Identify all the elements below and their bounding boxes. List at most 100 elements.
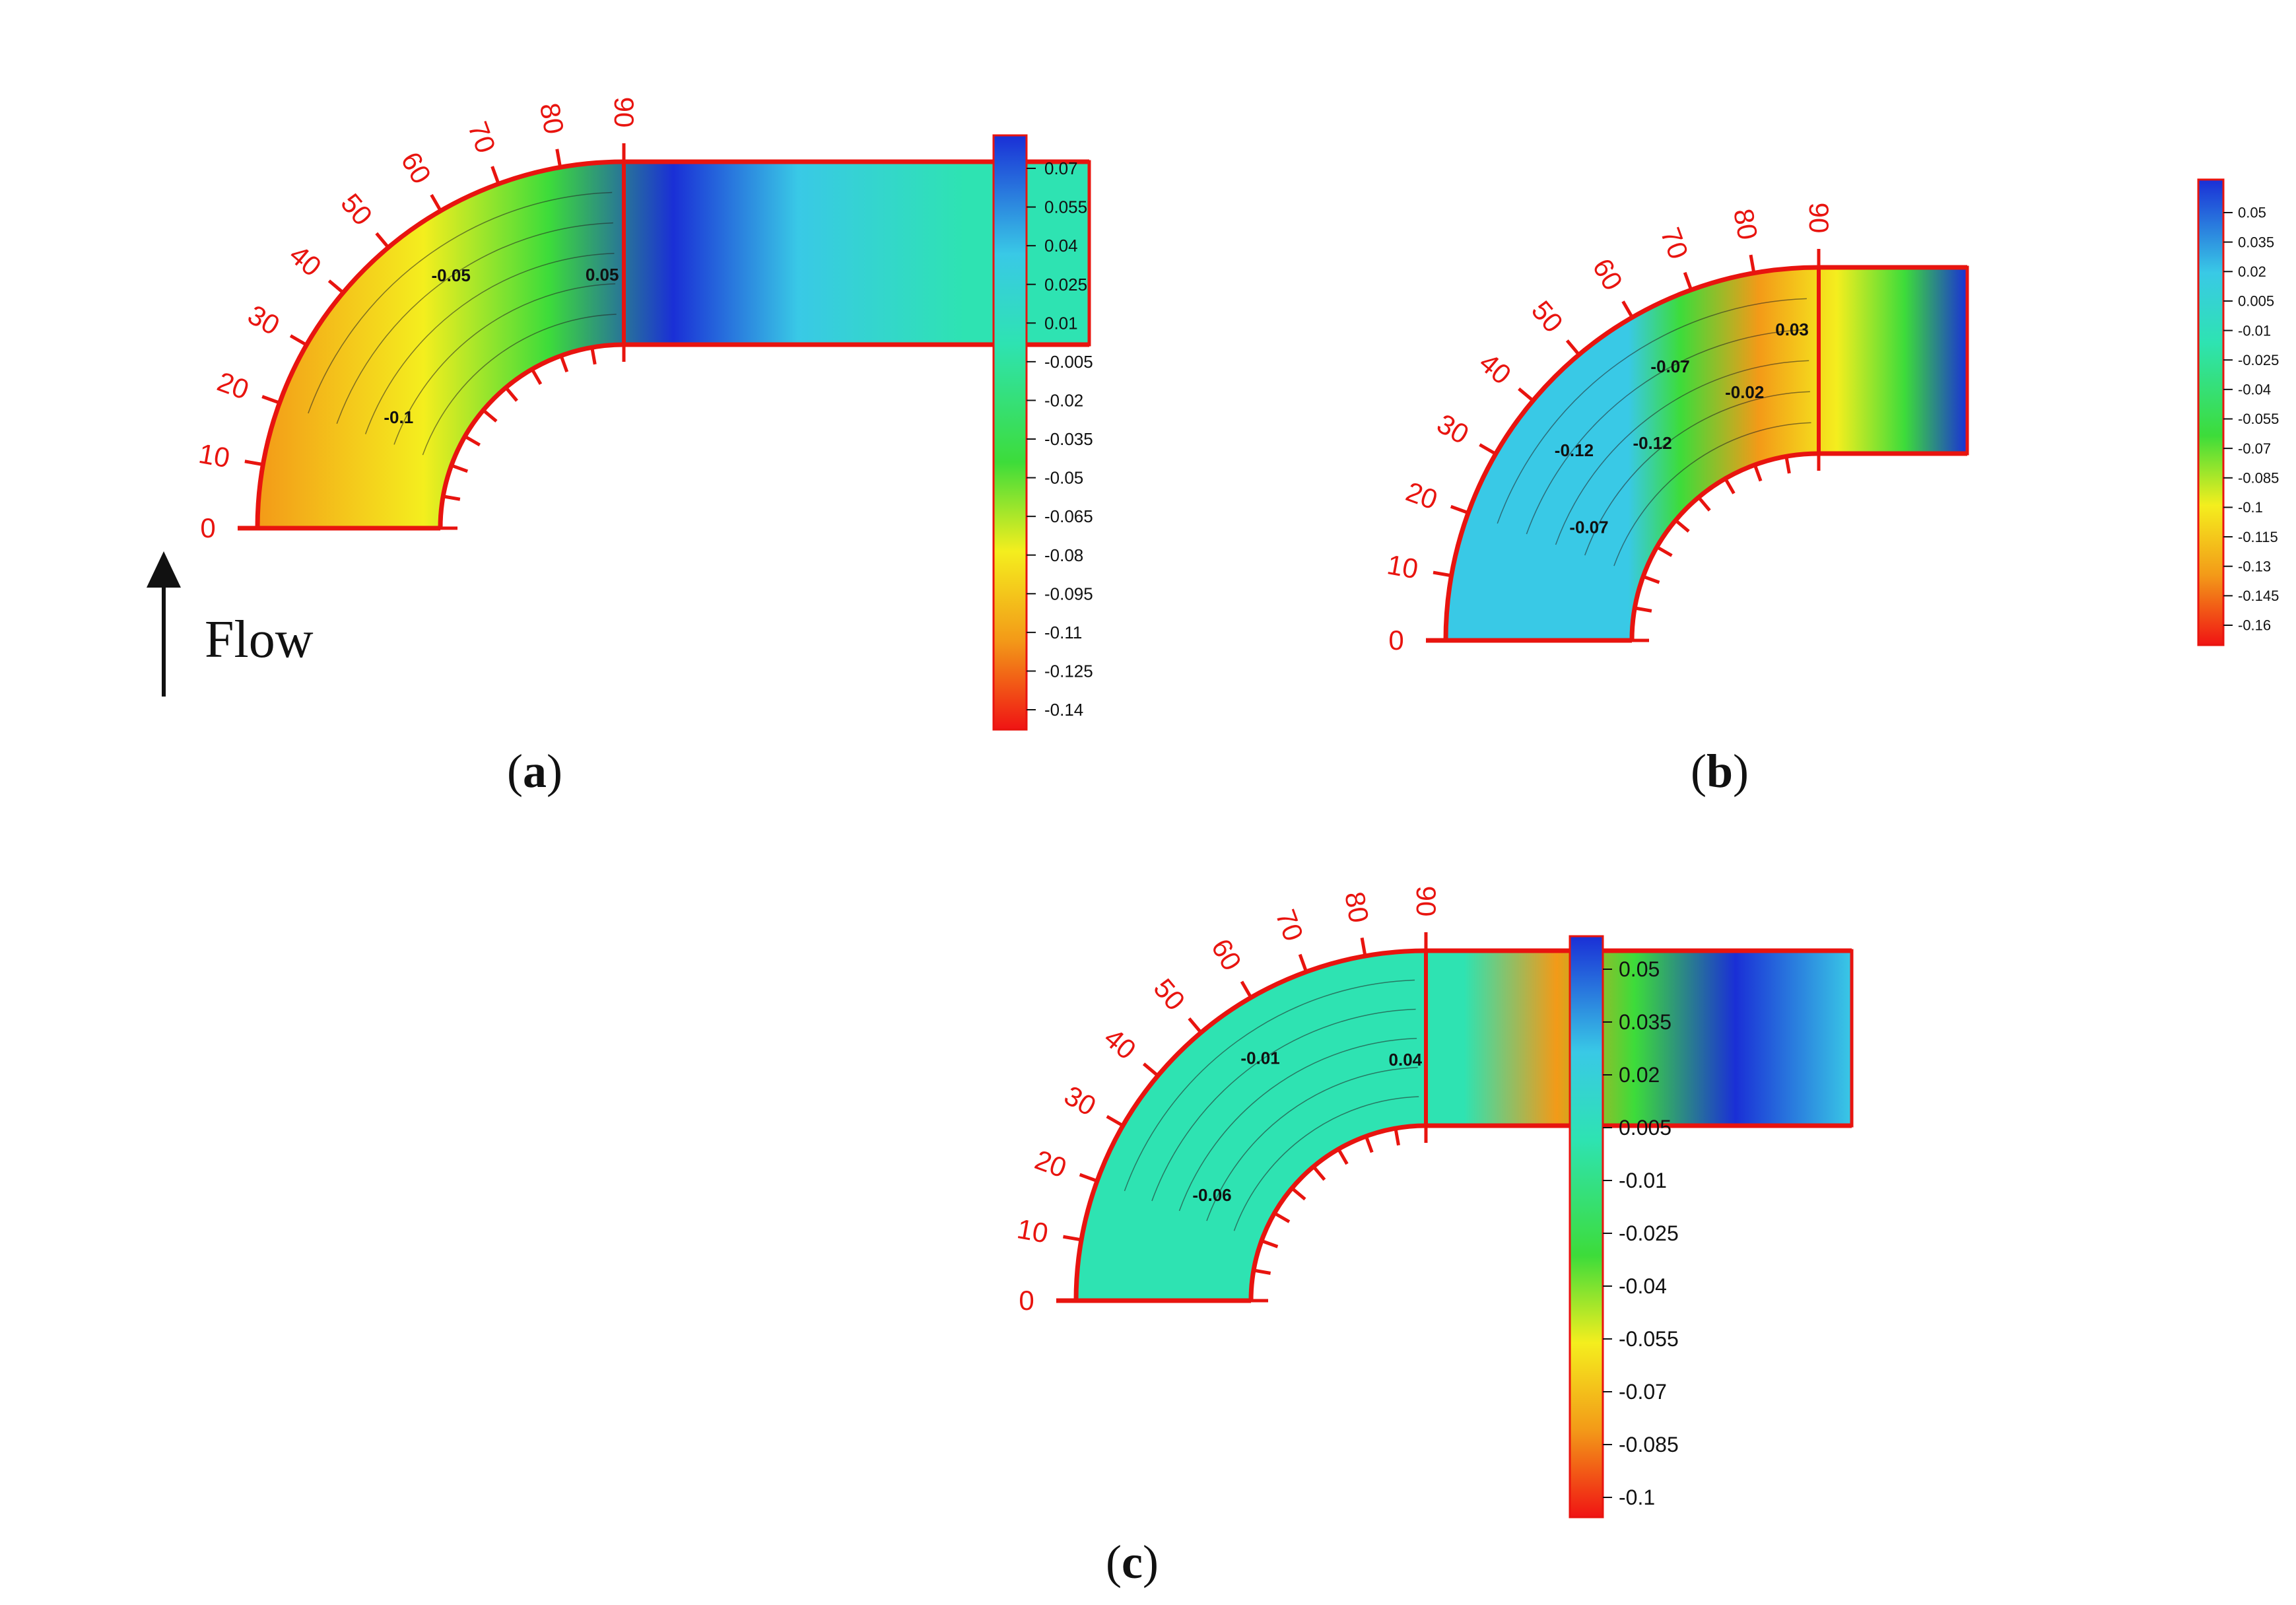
colorbar-tick-label: 0.05 bbox=[1619, 957, 1660, 981]
contour-line bbox=[308, 191, 613, 414]
colorbar-tick-label: 0.005 bbox=[1619, 1116, 1671, 1140]
contour-label: -0.12 bbox=[1633, 433, 1671, 453]
contour-label: -0.1 bbox=[384, 407, 413, 427]
contour-label: -0.05 bbox=[432, 265, 471, 285]
colorbar-tick-label: -0.145 bbox=[2238, 588, 2279, 604]
inner-tick bbox=[1312, 1165, 1326, 1181]
contour-line bbox=[1584, 391, 1810, 556]
inner-tick bbox=[1273, 1212, 1291, 1223]
contour-line bbox=[1497, 298, 1807, 524]
outer-wall bbox=[1443, 265, 1967, 641]
colorbar-tick-label: -0.16 bbox=[2238, 617, 2271, 634]
outer-tick bbox=[1188, 1017, 1203, 1034]
angle-label: 60 bbox=[1205, 934, 1248, 976]
outer-tick bbox=[1433, 570, 1452, 578]
inner-wall bbox=[438, 342, 1089, 529]
contour-label: -0.12 bbox=[1555, 440, 1594, 460]
caption-paren-open: ( bbox=[1691, 745, 1706, 798]
colorbar-tick-label: -0.11 bbox=[1044, 623, 1082, 642]
angle-label: 40 bbox=[1098, 1022, 1142, 1066]
outer-tick bbox=[1450, 504, 1469, 515]
inner-tick bbox=[504, 386, 518, 402]
inner-tick bbox=[1753, 464, 1763, 482]
colorbar-tick-label: 0.07 bbox=[1044, 158, 1078, 178]
inner-tick bbox=[530, 368, 543, 386]
angle-label: 90 bbox=[609, 97, 640, 128]
angle-label: 20 bbox=[1031, 1144, 1071, 1184]
inner-tick bbox=[482, 409, 498, 423]
contour-line bbox=[1178, 1037, 1417, 1212]
inner-tick bbox=[463, 434, 481, 447]
outer-tick bbox=[1565, 339, 1580, 356]
colorbar-tick-label: -0.04 bbox=[1619, 1274, 1667, 1298]
contour-field bbox=[257, 162, 1089, 528]
colorbar-tick-label: 0.035 bbox=[1619, 1010, 1671, 1034]
colorbar-tick-label: -0.025 bbox=[2238, 352, 2279, 368]
outer-tick bbox=[490, 166, 500, 185]
panel-caption: (c) bbox=[1106, 1536, 1159, 1588]
outer-tick bbox=[1360, 938, 1367, 957]
contour-label: -0.07 bbox=[1650, 357, 1689, 376]
colorbar-tick-label: 0.01 bbox=[1044, 313, 1078, 333]
colorbar-tick-label: -0.115 bbox=[2238, 529, 2278, 545]
angle-label: 30 bbox=[243, 299, 285, 341]
colorbar-tick-label: -0.085 bbox=[1619, 1433, 1679, 1456]
inner-tick bbox=[1337, 1148, 1349, 1165]
contour-label: 0.04 bbox=[1389, 1050, 1423, 1070]
colorbar bbox=[992, 134, 1028, 731]
contour-label: -0.06 bbox=[1192, 1185, 1231, 1205]
outer-wall bbox=[255, 159, 1089, 529]
caption-paren-open: ( bbox=[1106, 1536, 1122, 1588]
contour-line bbox=[1233, 1096, 1419, 1231]
contour-line bbox=[1151, 1008, 1416, 1202]
outer-tick bbox=[1518, 387, 1534, 402]
colorbar-tick-label: -0.07 bbox=[2238, 440, 2271, 457]
colorbar-tick-label: -0.08 bbox=[1044, 545, 1083, 565]
outer-tick bbox=[1240, 980, 1253, 999]
angle-label: 10 bbox=[1385, 549, 1421, 584]
colorbar-tick-label: -0.05 bbox=[1044, 468, 1083, 488]
colorbar-tick-label: 0.02 bbox=[2238, 263, 2266, 280]
angle-label: 80 bbox=[534, 100, 570, 136]
flow-indicator: Flow bbox=[147, 551, 314, 697]
colorbar-tick-label: -0.13 bbox=[2238, 558, 2271, 574]
angle-label: 40 bbox=[284, 239, 327, 283]
colorbar bbox=[1569, 935, 1604, 1519]
colorbar-tick-label: -0.01 bbox=[2238, 322, 2271, 339]
contour-line bbox=[1555, 360, 1809, 545]
inner-tick bbox=[1784, 456, 1791, 474]
caption-paren-close: ) bbox=[547, 745, 562, 798]
colorbar-tick-label: -0.055 bbox=[1619, 1327, 1679, 1351]
colorbar-tick-label: 0.005 bbox=[2238, 293, 2274, 310]
inner-tick bbox=[1724, 477, 1736, 495]
angle-label: 80 bbox=[1339, 889, 1374, 925]
colorbar-tick-label: -0.005 bbox=[1044, 352, 1093, 372]
angle-label: 10 bbox=[1015, 1213, 1050, 1248]
contour-label: -0.07 bbox=[1569, 518, 1608, 537]
inner-tick bbox=[1634, 606, 1652, 613]
angle-label: 60 bbox=[395, 147, 437, 189]
outer-tick bbox=[244, 460, 263, 467]
angle-label: 20 bbox=[213, 366, 253, 405]
angle-label: 0 bbox=[1388, 625, 1403, 656]
contour-label: -0.02 bbox=[1725, 382, 1764, 402]
contour-line bbox=[422, 314, 617, 456]
flow-arrow-head bbox=[147, 551, 181, 588]
colorbar-tick-label: -0.02 bbox=[1044, 391, 1083, 411]
angle-label: 20 bbox=[1402, 476, 1442, 516]
colorbar-tick-label: -0.055 bbox=[2238, 411, 2279, 427]
inner-wall bbox=[1629, 451, 1967, 641]
angle-label: 40 bbox=[1473, 347, 1517, 390]
contour-label: 0.05 bbox=[586, 265, 619, 285]
colorbar-tick-label: -0.025 bbox=[1619, 1221, 1679, 1245]
outer-tick bbox=[430, 193, 442, 212]
inner-tick bbox=[1365, 1136, 1374, 1153]
angle-label: 70 bbox=[462, 118, 502, 157]
angle-label: 80 bbox=[1728, 207, 1763, 242]
angle-label: 90 bbox=[1411, 886, 1442, 917]
angle-label: 70 bbox=[1269, 905, 1309, 945]
straight-reach-outline bbox=[1424, 949, 1854, 1128]
outer-tick bbox=[1683, 271, 1693, 290]
straight-reach-outline bbox=[1817, 265, 1969, 456]
